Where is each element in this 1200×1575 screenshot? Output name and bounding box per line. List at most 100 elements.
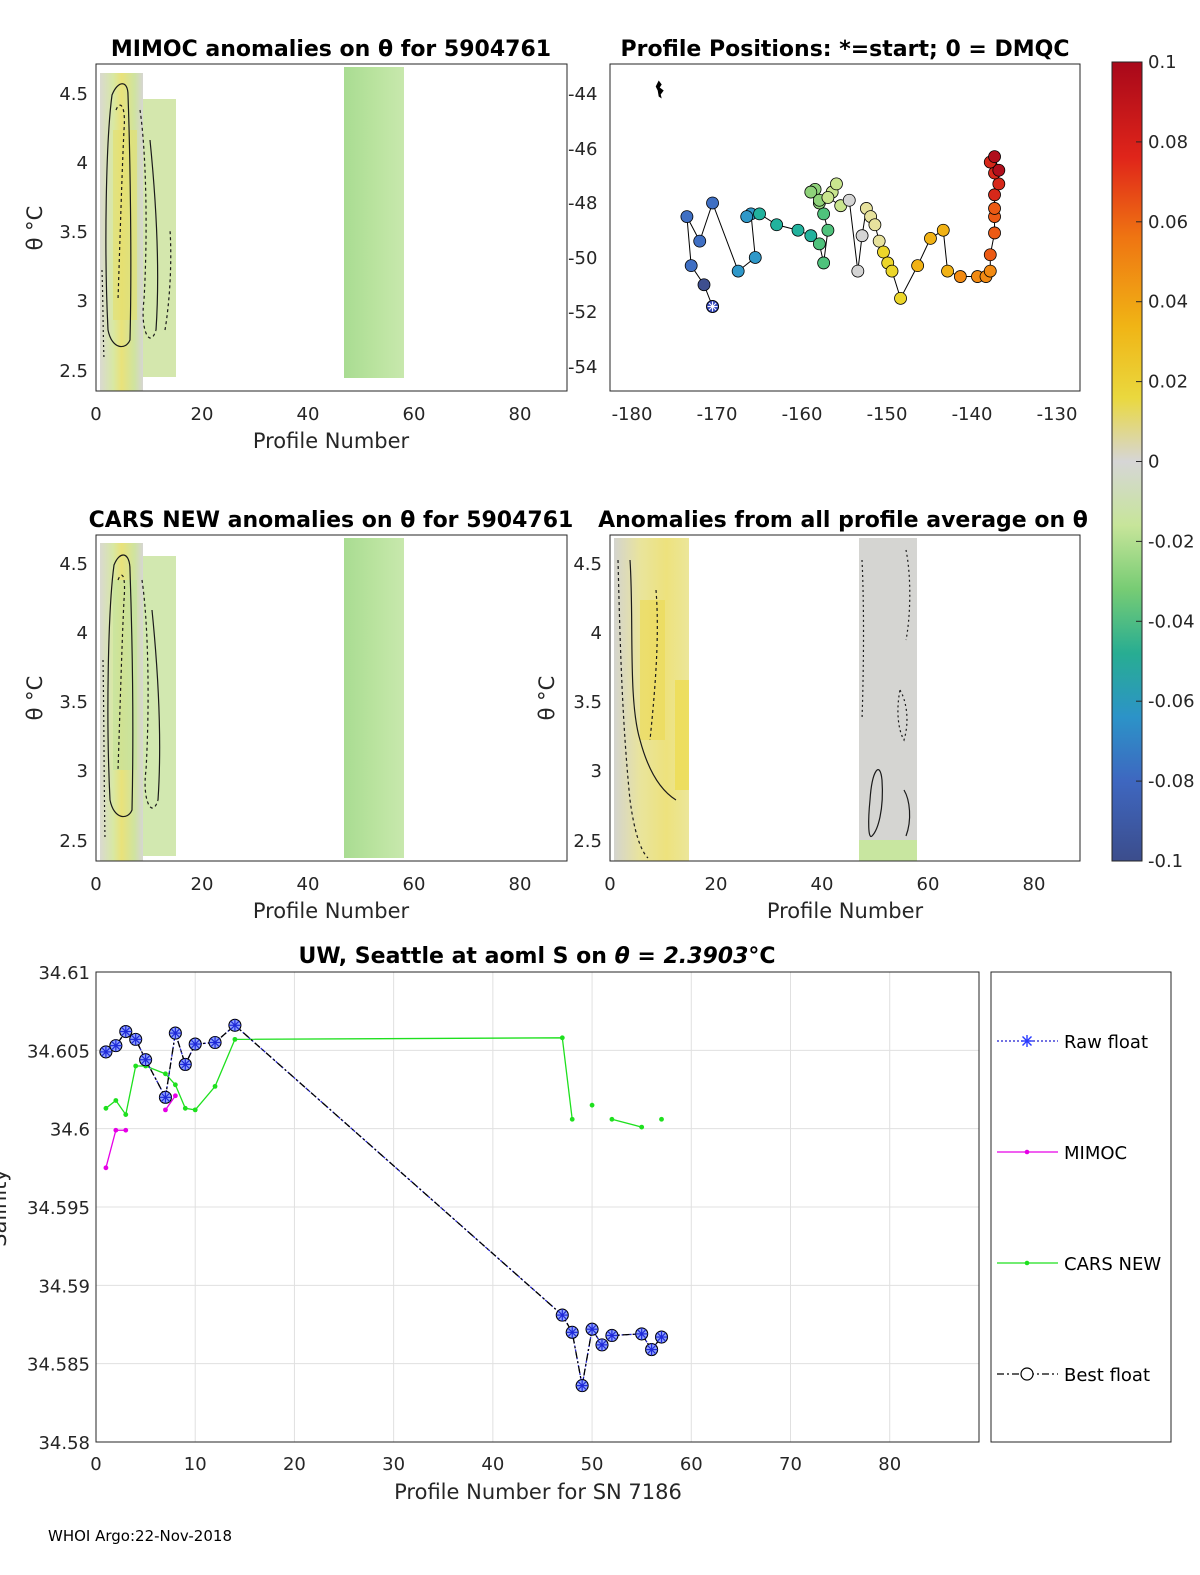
x-tick-label: 80 <box>878 1454 901 1475</box>
svg-text:4: 4 <box>77 623 88 644</box>
best-float-marker <box>129 1032 143 1046</box>
mimoc-point <box>123 1127 129 1133</box>
profile-position-point <box>791 223 805 237</box>
profile-position-point <box>830 177 843 191</box>
mimoc-field <box>100 67 404 391</box>
cars-panel: CARS NEW anomalies on θ for 5904761 0 20… <box>23 508 573 923</box>
y-tick-label: 34.61 <box>38 963 90 984</box>
mimoc-point <box>163 1107 168 1113</box>
cars-ylabel: θ °C <box>23 676 47 721</box>
best-float-marker <box>158 1090 172 1104</box>
cars-yticks: 4.5 4 3.5 3 2.5 <box>59 554 88 852</box>
x-tick-label: 70 <box>779 1454 802 1475</box>
salinity-legend: Raw float MIMOC CARS NEW Best float <box>990 971 1172 1443</box>
salinity-title: UW, Seattle at aoml S on θ = 2.3903°C <box>298 944 775 969</box>
best-float-marker <box>555 1308 569 1322</box>
mimoc-yticks: 4.5 4 3.5 3 2.5 <box>59 84 88 382</box>
profile-position-point <box>817 207 831 221</box>
y-tick-label: 34.58 <box>38 1433 90 1454</box>
profile-position-point <box>983 248 997 262</box>
best-float-marker <box>188 1037 202 1051</box>
svg-text:MIMOC: MIMOC <box>1064 1143 1127 1164</box>
svg-text:3.5: 3.5 <box>59 692 88 713</box>
profile-position-point <box>988 150 1001 164</box>
positions-title: Profile Positions: *=start; 0 = DMQC <box>620 37 1069 62</box>
x-tick-label: 50 <box>581 1454 604 1475</box>
svg-text:80: 80 <box>1023 874 1046 895</box>
profile-position-point <box>812 237 826 251</box>
colorbar: 0.1 0.08 0.06 0.04 0.02 0 -0.02 -0.04 -0.06 -0.08… <box>1111 52 1195 872</box>
profile-position-point <box>855 229 869 243</box>
svg-text:40: 40 <box>297 404 320 425</box>
profile-position-point <box>851 264 865 278</box>
svg-text:3.5: 3.5 <box>59 222 88 243</box>
start-star-icon <box>707 301 718 312</box>
cars-new-point <box>212 1083 218 1089</box>
svg-text:-180: -180 <box>612 404 653 425</box>
svg-text:4.5: 4.5 <box>573 554 602 575</box>
colorbar-tick-label: -0.06 <box>1148 691 1195 712</box>
colorbar-ticks: 0.1 0.08 0.06 0.04 0.02 0 -0.02 -0.04 -0.06 -0.08… <box>1136 52 1195 872</box>
svg-text:4: 4 <box>77 153 88 174</box>
svg-text:60: 60 <box>917 874 940 895</box>
average-panel: Anomalies from all profile average on θ … <box>535 508 1088 923</box>
colorbar-tick-label: 0.1 <box>1148 52 1177 73</box>
svg-text:2.5: 2.5 <box>59 831 88 852</box>
profile-position-point <box>894 291 907 305</box>
svg-text:80: 80 <box>509 874 532 895</box>
svg-text:80: 80 <box>509 404 532 425</box>
profile-position-point <box>770 218 784 232</box>
legend-box <box>990 971 1172 1443</box>
profile-position-point <box>680 210 694 224</box>
colorbar-tick-label: -0.08 <box>1148 771 1195 792</box>
profile-position-point <box>684 259 698 273</box>
colorbar-tick-label: 0.04 <box>1148 292 1188 313</box>
salinity-panel: UW, Seattle at aoml S on θ = 2.3903°C 0 1… <box>0 944 1172 1504</box>
best-float-marker <box>208 1035 222 1050</box>
cars-new-point <box>659 1116 664 1122</box>
cars-new-line <box>611 1118 642 1128</box>
trajectory-line <box>686 155 1000 307</box>
cars-new-point <box>569 1116 575 1122</box>
cars-new-point <box>113 1098 119 1103</box>
svg-text:-130: -130 <box>1037 404 1078 425</box>
svg-text:-48: -48 <box>568 193 597 214</box>
mimoc-title: MIMOC anomalies on θ for 5904761 <box>111 37 551 62</box>
svg-text:Best float: Best float <box>1064 1365 1150 1386</box>
svg-text:0: 0 <box>604 874 615 895</box>
profile-position-point <box>941 264 954 278</box>
best-float-marker <box>585 1322 599 1336</box>
svg-text:-160: -160 <box>782 404 823 425</box>
mimoc-xlabel: Profile Number <box>253 429 410 453</box>
best-float-marker <box>595 1338 609 1352</box>
profile-position-point <box>988 188 1001 202</box>
average-xlabel: Profile Number <box>767 899 924 923</box>
average-title: Anomalies from all profile average on θ <box>598 508 1088 533</box>
colorbar-tick-label: 0.02 <box>1148 372 1188 393</box>
cars-new-point <box>182 1105 188 1111</box>
svg-text:60: 60 <box>403 874 426 895</box>
colorbar-tick-label: 0.08 <box>1148 132 1188 153</box>
cars-new-point <box>609 1116 615 1122</box>
profile-position-point <box>885 264 899 278</box>
salinity-axes <box>95 971 980 1443</box>
cars-new-point <box>232 1036 238 1042</box>
best-float-marker <box>635 1327 649 1341</box>
profile-position-point <box>983 264 997 278</box>
profile-position-point <box>936 223 950 237</box>
positions-axes <box>609 63 1081 392</box>
profile-position-point <box>988 226 1001 240</box>
profile-position-point <box>877 245 890 259</box>
svg-text:CARS NEW: CARS NEW <box>1064 1254 1161 1275</box>
positions-panel: Profile Positions: *=start; 0 = DMQC -18… <box>568 37 1081 425</box>
svg-text:4: 4 <box>591 623 602 644</box>
best-float-marker <box>99 1045 113 1059</box>
island-outline <box>655 80 664 99</box>
svg-text:3.5: 3.5 <box>573 692 602 713</box>
profile-position-point <box>817 256 831 270</box>
profile-position-point <box>821 223 835 237</box>
best-float-marker <box>645 1343 659 1357</box>
cars-new-point <box>559 1035 565 1041</box>
svg-text:-50: -50 <box>568 248 597 269</box>
svg-text:-54: -54 <box>568 357 597 378</box>
